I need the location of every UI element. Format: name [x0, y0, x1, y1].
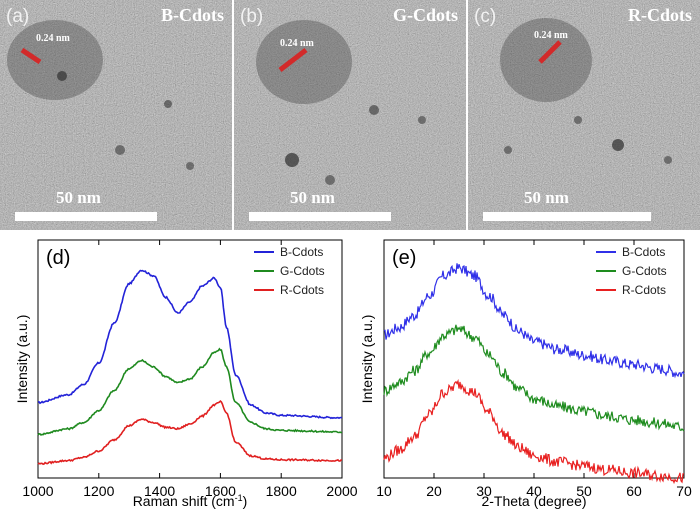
panel-label-b: (b) — [240, 6, 264, 27]
scale-text-c: 50 nm — [524, 188, 569, 207]
xrd-ylabel: Intensity (a.u.) — [359, 315, 375, 404]
x-tick-label: 60 — [626, 483, 642, 499]
x-tick-label: 50 — [576, 483, 592, 499]
x-tick-label: 30 — [476, 483, 492, 499]
x-tick-label: 1600 — [205, 483, 236, 499]
series-line-r-cdots — [37, 399, 342, 466]
sample-name-a: B-Cdots — [160, 5, 224, 25]
tem-image-a — [0, 0, 232, 230]
tem-panel-a: (a) B-Cdots 0.24 nm 50 nm — [0, 0, 232, 230]
raman-x-ticks: 1000 1200 1400 1600 1800 2000 — [22, 240, 358, 499]
raman-plot-frame — [37, 239, 343, 479]
legend-label: B-Cdots — [622, 245, 665, 259]
legend-label: G-Cdots — [280, 264, 325, 278]
legend-label: R-Cdots — [622, 283, 666, 297]
lattice-spacing-b: 0.24 nm — [280, 38, 314, 49]
scale-text-a: 50 nm — [56, 188, 101, 207]
series-line-b-cdots — [383, 263, 685, 379]
lattice-spacing-c: 0.24 nm — [534, 30, 568, 41]
x-tick-label: 1400 — [144, 483, 175, 499]
xrd-series — [383, 263, 685, 485]
x-tick-label: 1000 — [22, 483, 53, 499]
sample-name-b: G-Cdots — [392, 5, 458, 25]
panel-label-a: (a) — [6, 6, 30, 27]
xrd-xlabel: 2-Theta (degree) — [481, 493, 586, 509]
xrd-x-ticks: 10 20 30 40 50 60 70 — [376, 240, 692, 499]
scale-bar-c — [483, 212, 651, 221]
tem-image-b — [234, 0, 466, 230]
panel-label-c: (c) — [474, 6, 497, 27]
xrd-plot: (e) Intensity (a.u.) 2-Theta (degree) 10… — [359, 239, 692, 509]
legend-label: B-Cdots — [280, 245, 323, 259]
raman-xlabel: Raman shift (cm-1) — [133, 493, 248, 509]
x-tick-label: 40 — [526, 483, 542, 499]
raman-legend: B-Cdots G-Cdots R-Cdots — [254, 245, 325, 297]
x-tick-label: 2000 — [326, 483, 357, 499]
raman-ylabel: Intensity (a.u.) — [14, 315, 30, 404]
raman-plot: (d) Intensity (a.u.) Raman shift (cm-1) … — [14, 239, 358, 509]
tem-image-c — [468, 0, 700, 230]
series-line-g-cdots — [37, 347, 343, 436]
x-tick-label: 10 — [376, 483, 392, 499]
xrd-legend: B-Cdots G-Cdots R-Cdots — [596, 245, 667, 297]
lattice-spacing-a: 0.24 nm — [36, 33, 70, 44]
raman-series — [37, 269, 343, 466]
scale-bar-a — [15, 212, 157, 221]
x-tick-label: 1800 — [266, 483, 297, 499]
series-line-g-cdots — [383, 324, 685, 432]
sample-name-c: R-Cdots — [627, 5, 692, 25]
x-tick-label: 20 — [426, 483, 442, 499]
spectra-figure: (d) Intensity (a.u.) Raman shift (cm-1) … — [14, 239, 692, 509]
legend-label: G-Cdots — [622, 264, 667, 278]
series-line-r-cdots — [383, 378, 684, 485]
x-tick-label: 70 — [676, 483, 692, 499]
legend-label: R-Cdots — [280, 283, 324, 297]
x-tick-label: 1200 — [83, 483, 114, 499]
scale-text-b: 50 nm — [290, 188, 335, 207]
tem-panel-b: (b) G-Cdots 0.24 nm 50 nm — [234, 0, 466, 230]
panel-label-e: (e) — [392, 247, 416, 269]
series-line-b-cdots — [37, 269, 343, 420]
scale-bar-b — [249, 212, 391, 221]
panel-label-d: (d) — [46, 247, 70, 269]
tem-panel-c: (c) R-Cdots 0.24 nm 50 nm — [468, 0, 700, 230]
